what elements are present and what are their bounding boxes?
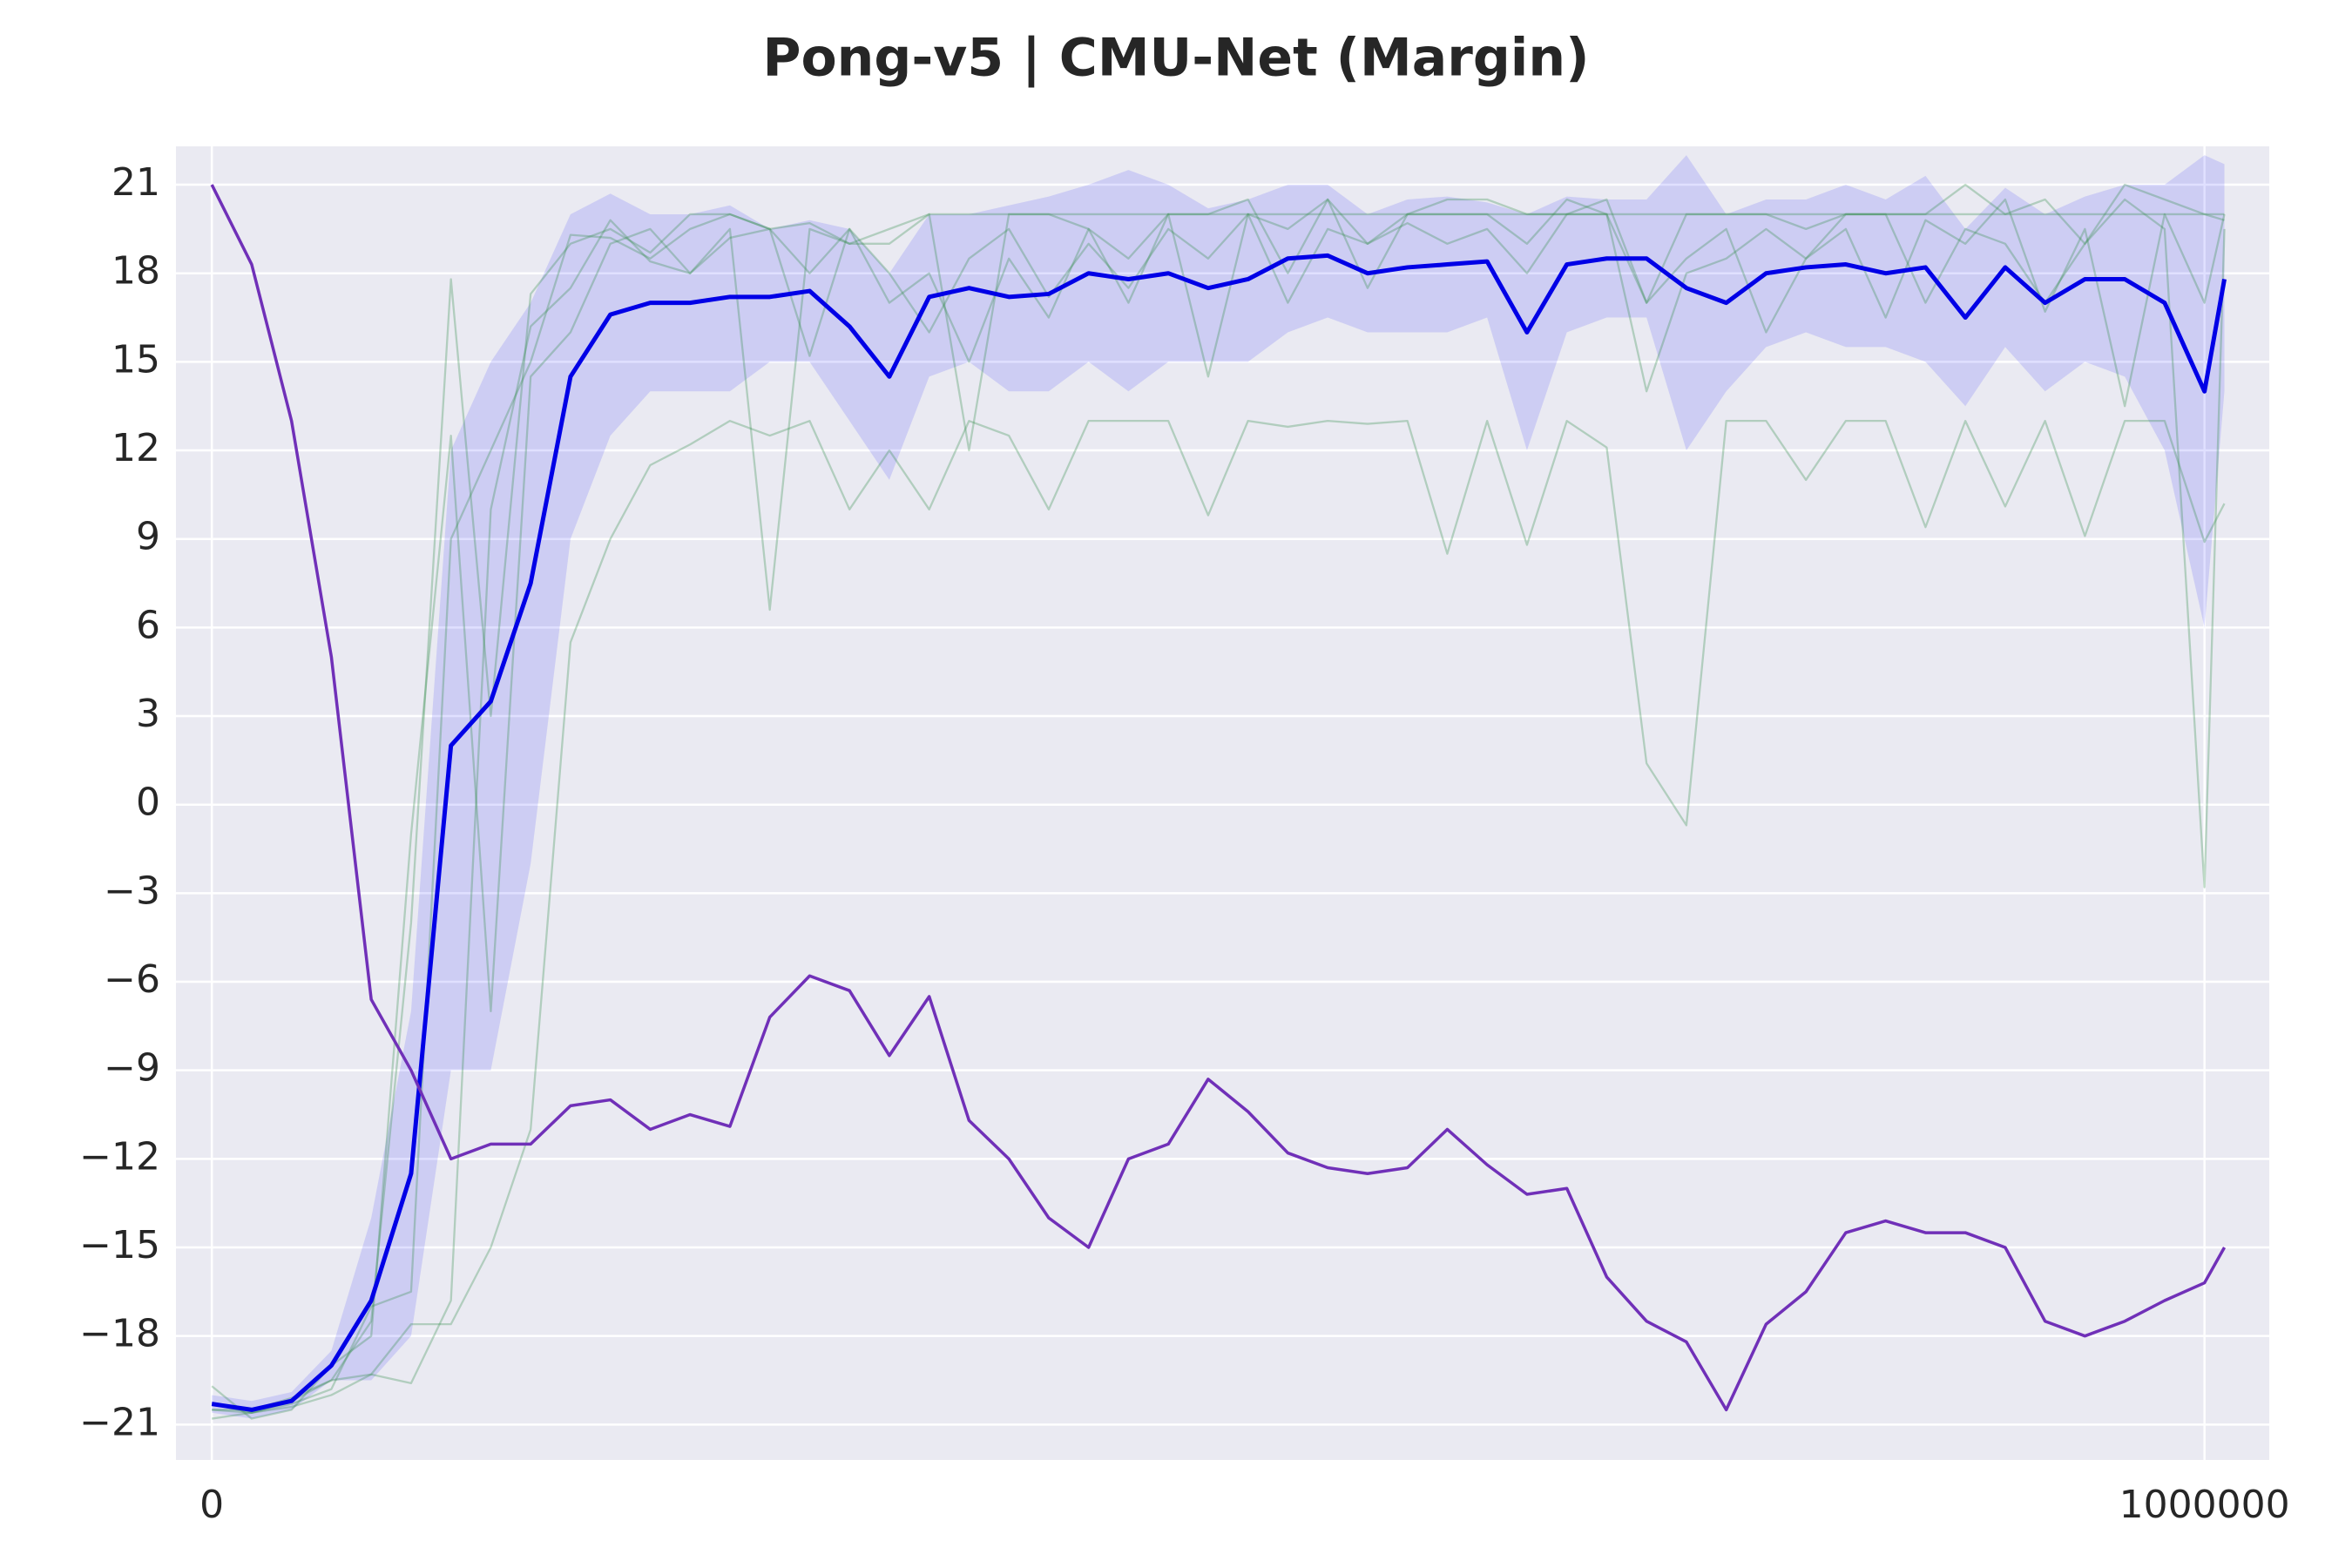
y-tick-label: −15	[79, 1223, 160, 1267]
y-tick-label: −3	[104, 868, 160, 913]
series-line	[211, 253, 2227, 1412]
y-tick-label: 18	[112, 249, 160, 294]
series-line	[210, 184, 2227, 1412]
y-tick-label: 6	[136, 603, 160, 647]
y-tick-label: −21	[79, 1400, 160, 1444]
y-tick-label: 12	[112, 426, 160, 470]
y-tick-label: 9	[136, 515, 160, 559]
series-line	[211, 183, 2225, 1420]
y-tick-label: 3	[136, 692, 160, 736]
y-tick-label: −18	[79, 1312, 160, 1356]
series-line	[212, 420, 2226, 1420]
y-tick-label: −9	[104, 1046, 160, 1091]
series-line	[212, 198, 2226, 1411]
y-tick-label: 21	[112, 160, 160, 205]
y-tick-label: −6	[104, 957, 160, 1002]
series-line	[212, 213, 2225, 1414]
y-tick-label: 15	[112, 337, 160, 382]
chart-title: Pong-v5 | CMU-Net (Margin)	[762, 28, 1589, 89]
y-tick-label: 0	[136, 781, 160, 825]
x-tick-label: 0	[199, 1483, 224, 1527]
x-tick-label: 1000000	[2119, 1483, 2290, 1527]
y-tick-label: −12	[79, 1134, 160, 1179]
plot-background	[176, 146, 2269, 1460]
